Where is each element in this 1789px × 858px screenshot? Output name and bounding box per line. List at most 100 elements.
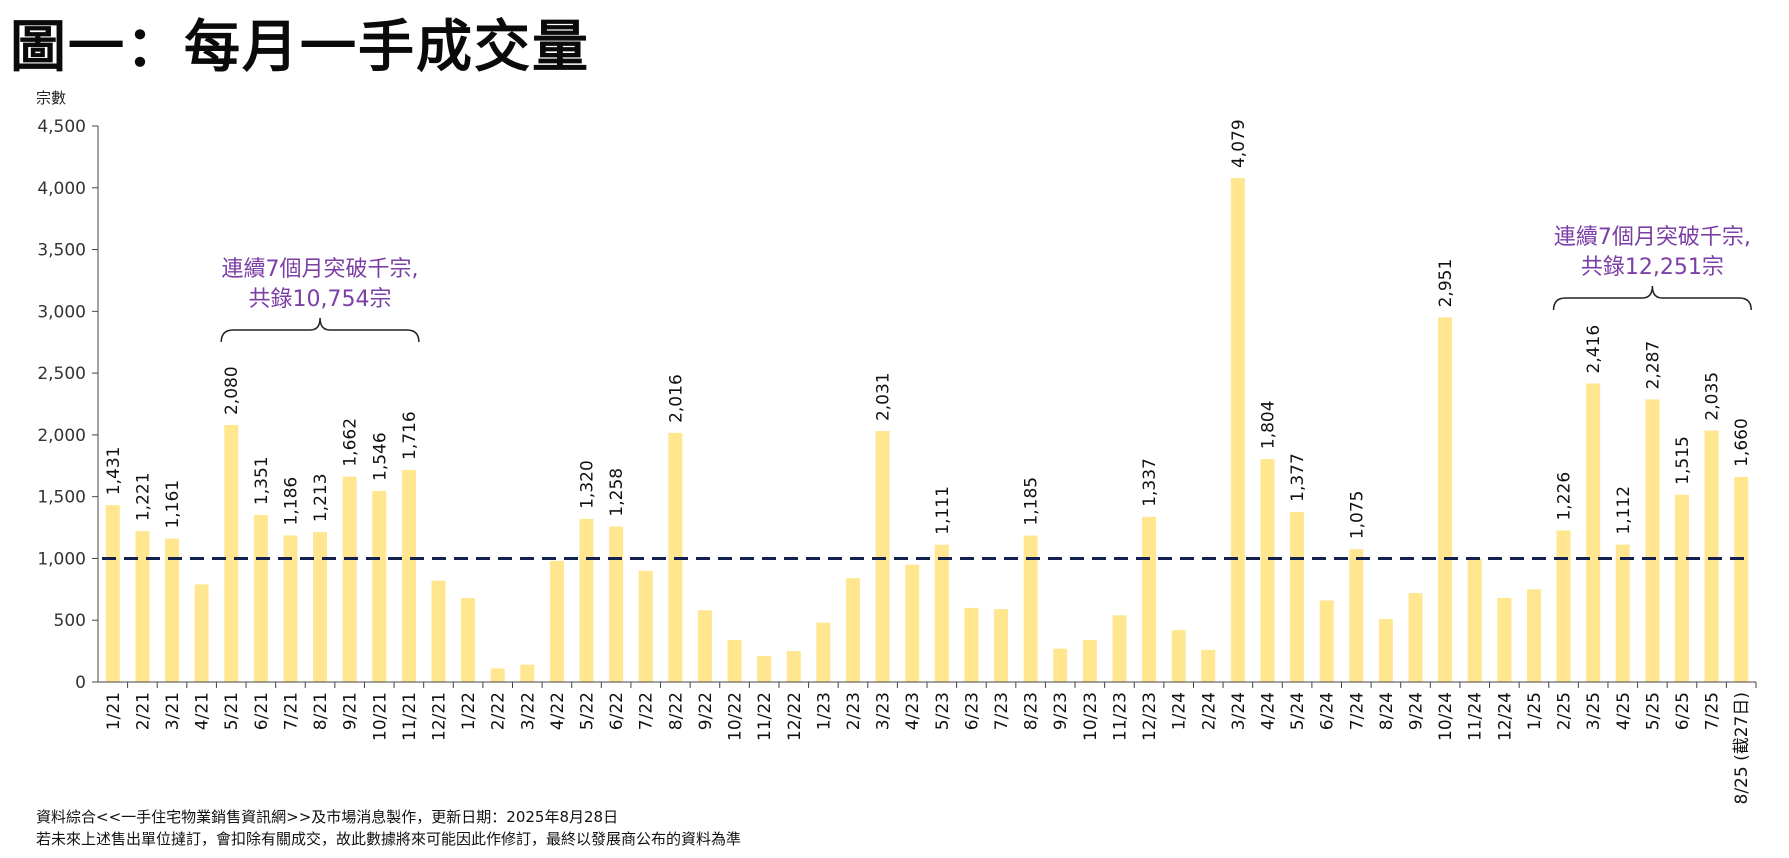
x-tick-label: 5/25: [1643, 692, 1663, 730]
bar: [253, 515, 268, 682]
data-label: 1,804: [1258, 400, 1278, 449]
x-tick-label: 3/24: [1229, 692, 1249, 730]
bar: [1674, 494, 1689, 682]
data-label: 1,716: [400, 411, 420, 460]
bar: [224, 425, 239, 682]
x-tick-label: 12/24: [1495, 692, 1515, 741]
bar: [1319, 600, 1334, 682]
x-tick-label: 6/23: [962, 692, 982, 730]
y-axis-title: 宗數: [36, 89, 66, 107]
x-tick-label: 7/23: [992, 692, 1012, 730]
bar: [135, 531, 150, 682]
data-label: 1,320: [578, 460, 598, 509]
x-tick-label: 9/23: [1051, 692, 1071, 730]
y-tick-label: 4,500: [37, 117, 86, 137]
x-tick-label: 3/23: [874, 692, 894, 730]
x-tick-label: 10/21: [370, 692, 390, 741]
x-tick-label: 3/21: [163, 692, 183, 730]
data-label: 1,185: [1022, 477, 1042, 526]
data-label: 1,351: [252, 456, 272, 505]
bar: [283, 535, 298, 682]
bar: [549, 560, 564, 682]
bar: [905, 564, 920, 682]
bar: [845, 578, 860, 682]
bar: [313, 532, 328, 682]
annotation-brace: [1552, 285, 1752, 311]
bar: [579, 518, 594, 682]
y-tick-label: 0: [75, 673, 86, 693]
x-tick-label: 9/21: [341, 692, 361, 730]
data-label: 2,016: [666, 374, 686, 423]
x-tick-label: 6/22: [607, 692, 627, 730]
bar: [1260, 459, 1275, 682]
x-tick-label: 4/24: [1258, 692, 1278, 730]
x-tick-label: 8/25 (截27日): [1732, 692, 1752, 804]
x-tick-label: 7/21: [281, 692, 301, 730]
x-tick-label: 3/25: [1584, 692, 1604, 730]
bar: [1082, 639, 1097, 682]
data-label: 1,221: [133, 472, 153, 521]
data-label: 1,186: [281, 477, 301, 526]
x-tick-label: 12/22: [785, 692, 805, 741]
x-tick-label: 11/24: [1466, 692, 1486, 741]
x-tick-label: 2/21: [133, 692, 153, 730]
x-tick-label: 10/23: [1081, 692, 1101, 741]
bar: [1171, 630, 1186, 682]
x-tick-label: 5/23: [933, 692, 953, 730]
bar: [1467, 558, 1482, 682]
bar: [520, 664, 535, 682]
data-label: 1,431: [104, 447, 124, 496]
annotation-text: 連續7個月突破千宗,: [222, 257, 419, 282]
data-label: 1,213: [311, 473, 331, 522]
data-label: 1,161: [163, 480, 183, 529]
data-label: 1,337: [1140, 458, 1160, 507]
x-tick-label: 12/23: [1140, 692, 1160, 741]
y-tick-label: 3,500: [37, 241, 86, 261]
y-tick-label: 4,000: [37, 179, 86, 199]
x-tick-label: 6/21: [252, 692, 272, 730]
x-tick-label: 1/25: [1525, 692, 1545, 730]
x-tick-label: 5/24: [1288, 692, 1308, 730]
y-tick-label: 2,500: [37, 364, 86, 384]
bar: [1645, 399, 1660, 682]
bar: [372, 490, 387, 682]
annotation-text: 共錄12,251宗: [1581, 255, 1724, 280]
x-tick-label: 11/23: [1110, 692, 1130, 741]
x-tick-label: 4/21: [193, 692, 213, 730]
bar: [490, 668, 505, 682]
bar: [1290, 511, 1305, 682]
bar: [1734, 476, 1749, 682]
x-tick-label: 1/23: [814, 692, 834, 730]
x-tick-label: 7/24: [1347, 692, 1367, 730]
x-tick-label: 2/24: [1199, 692, 1219, 730]
data-label: 1,660: [1732, 418, 1752, 467]
y-tick-label: 1,500: [37, 488, 86, 508]
bar: [1497, 597, 1512, 682]
x-tick-label: 1/22: [459, 692, 479, 730]
bar: [105, 505, 120, 682]
x-tick-label: 5/22: [578, 692, 598, 730]
x-tick-label: 8/21: [311, 692, 331, 730]
x-tick-label: 11/22: [755, 692, 775, 741]
bar: [609, 526, 624, 682]
bar: [1053, 648, 1068, 682]
bar: [1704, 430, 1719, 682]
y-tick-label: 3,000: [37, 302, 86, 322]
data-label: 1,075: [1347, 491, 1367, 540]
bar: [727, 639, 742, 682]
bar: [964, 607, 979, 682]
bar: [1023, 535, 1038, 682]
data-label: 1,112: [1614, 486, 1634, 535]
data-label: 4,079: [1229, 119, 1249, 168]
bar: [786, 651, 801, 682]
bar: [1142, 516, 1157, 682]
bar: [638, 570, 653, 682]
data-label: 2,951: [1436, 259, 1456, 308]
data-label: 1,111: [933, 486, 953, 535]
x-tick-label: 10/22: [726, 692, 746, 741]
annotation-text: 連續7個月突破千宗,: [1554, 225, 1751, 250]
data-label: 1,258: [607, 468, 627, 517]
bar: [1378, 618, 1393, 682]
bar: [1556, 530, 1571, 682]
